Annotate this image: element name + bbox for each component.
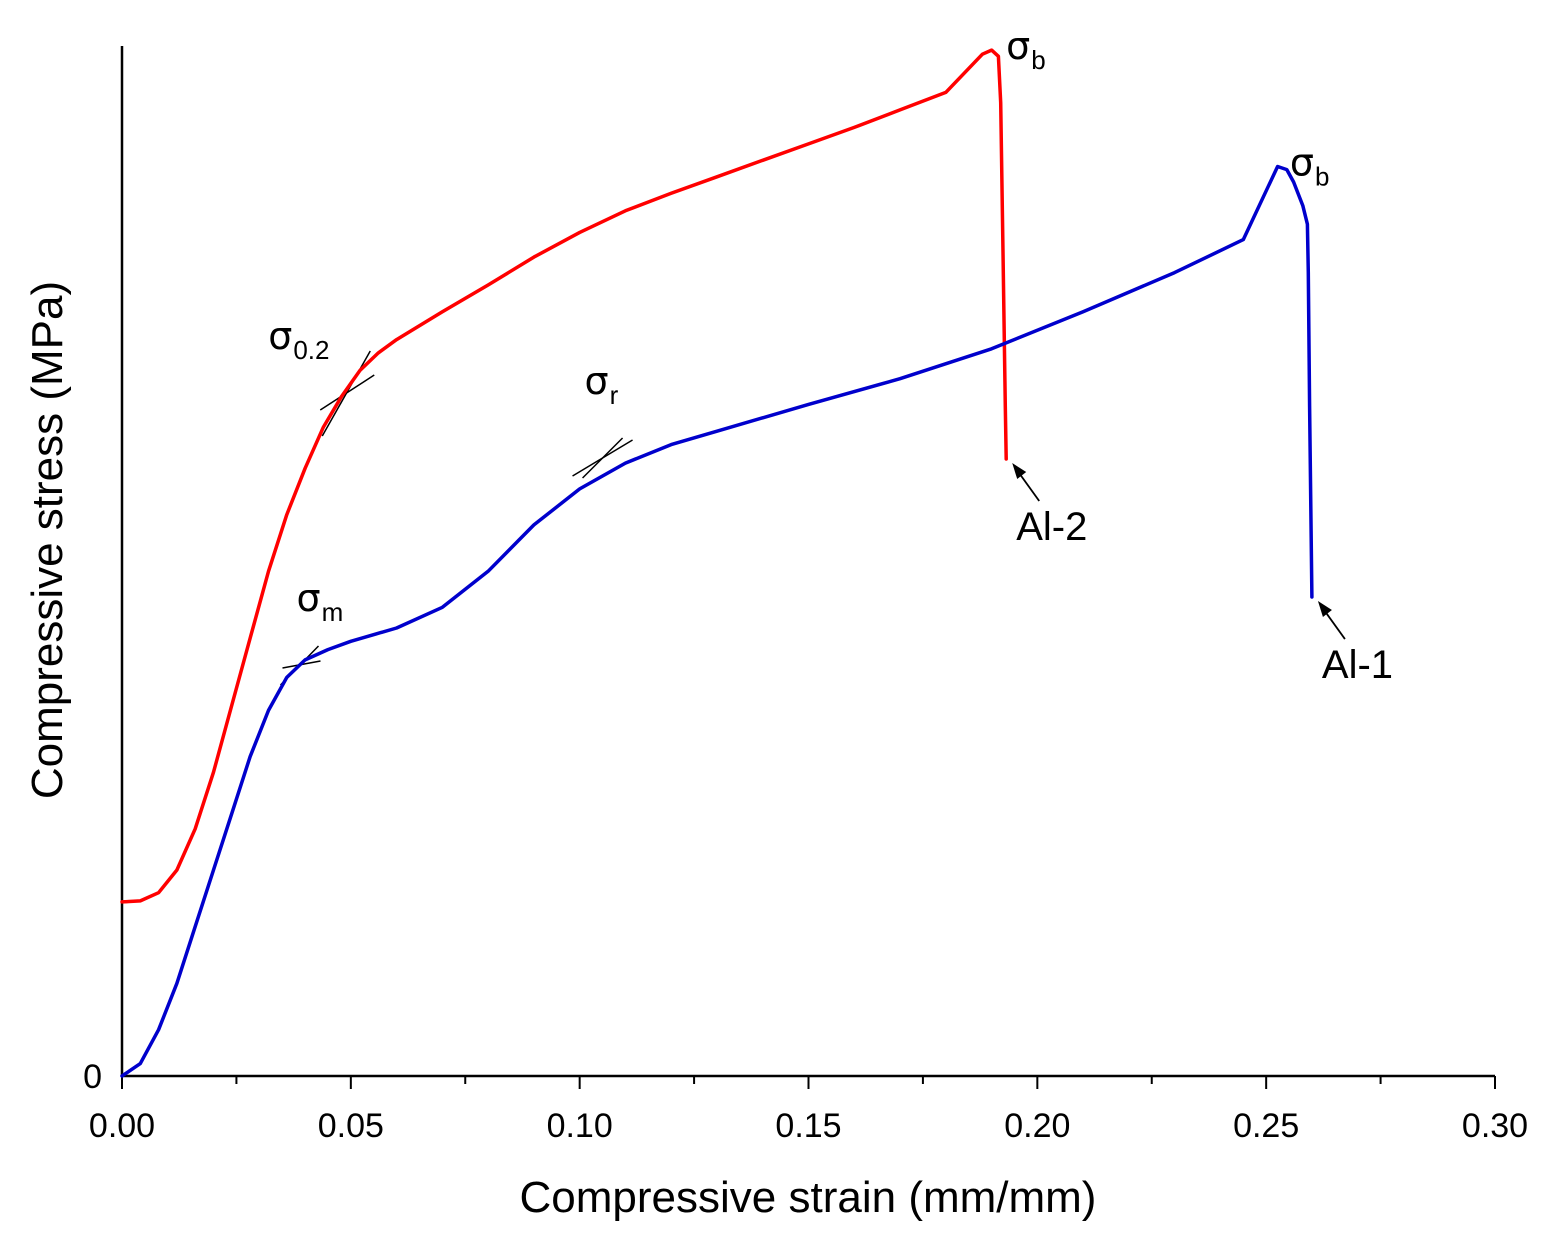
arrow-head xyxy=(1317,601,1332,618)
curves xyxy=(120,48,1314,1078)
x-tick-label: 0.15 xyxy=(775,1107,841,1145)
tangent-line xyxy=(319,374,375,411)
axes xyxy=(120,46,1495,1078)
arrow-head xyxy=(1012,463,1027,480)
tick-labels: 0.00 0.05 0.10 0.15 0.20 0.25 0.30 0 xyxy=(83,1058,1528,1145)
series-line-al-2 xyxy=(120,48,1008,904)
y-tick-label: 0 xyxy=(83,1058,102,1096)
x-tick-label: 0.25 xyxy=(1233,1107,1299,1145)
x-tick-label: 0.05 xyxy=(318,1107,384,1145)
y-axis-title: Compressive stress (MPa) xyxy=(23,281,72,799)
tangent-marks xyxy=(279,350,633,686)
tangent-line xyxy=(582,437,624,479)
sigma-annotation-0.2: σ0.2 xyxy=(268,314,329,365)
sigma-annotation-b: σb xyxy=(1290,140,1330,191)
annotations: σ0.2 σm σr σb σb xyxy=(268,24,1329,627)
x-tick-label: 0.30 xyxy=(1462,1107,1528,1145)
ticks xyxy=(121,1076,1496,1089)
sigma-annotation-b: σb xyxy=(1006,24,1046,75)
x-tick-label: 0.00 xyxy=(89,1107,155,1145)
series-label-al-2: Al-2 xyxy=(1016,505,1087,549)
x-tick-label: 0.20 xyxy=(1004,1107,1070,1145)
series-line-al-1 xyxy=(120,164,1314,1078)
x-tick-label: 0.10 xyxy=(547,1107,613,1145)
series-labels: Al-2 Al-1 xyxy=(1012,463,1393,687)
sigma-annotation-r: σr xyxy=(585,359,619,410)
sigma-annotation-m: σm xyxy=(296,576,343,627)
series-label-al-1: Al-1 xyxy=(1322,643,1393,687)
x-axis-title: Compressive strain (mm/mm) xyxy=(520,1173,1097,1222)
